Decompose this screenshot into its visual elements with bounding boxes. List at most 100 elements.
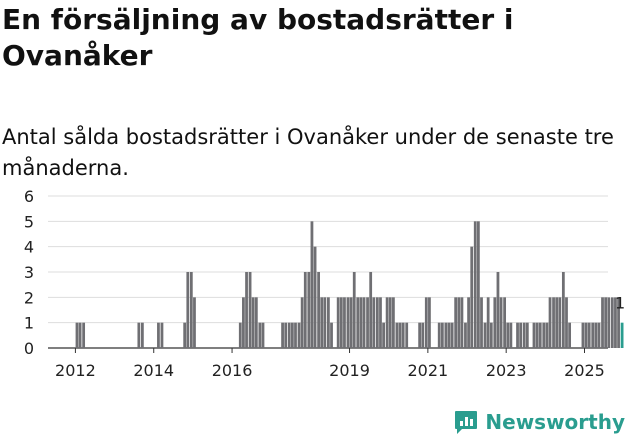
bar bbox=[591, 322, 595, 348]
bar bbox=[444, 322, 448, 348]
bar bbox=[483, 322, 487, 348]
highlight-bar bbox=[620, 322, 624, 348]
bar bbox=[568, 322, 572, 348]
bar bbox=[519, 322, 523, 348]
bar bbox=[561, 272, 565, 348]
bar bbox=[327, 297, 330, 348]
bar bbox=[290, 322, 294, 348]
bar bbox=[258, 322, 262, 348]
y-tick-label: 5 bbox=[24, 212, 34, 231]
bar bbox=[254, 297, 258, 348]
bar bbox=[499, 297, 503, 348]
bar bbox=[323, 297, 327, 348]
bar bbox=[418, 322, 422, 348]
bar bbox=[493, 297, 497, 348]
bar bbox=[522, 322, 526, 348]
bar bbox=[75, 322, 79, 348]
newsworthy-logo[interactable]: Newsworthy bbox=[453, 406, 625, 438]
bar bbox=[375, 297, 379, 348]
bar bbox=[160, 322, 164, 348]
x-tick-label: 2014 bbox=[133, 361, 174, 380]
bar bbox=[248, 272, 252, 348]
bar bbox=[356, 297, 360, 348]
bar bbox=[242, 297, 245, 348]
bar bbox=[552, 297, 555, 348]
bar bbox=[317, 272, 320, 348]
x-tick-label: 2019 bbox=[329, 361, 370, 380]
bar bbox=[437, 322, 441, 348]
bar bbox=[440, 322, 444, 348]
bar bbox=[548, 297, 552, 348]
bar bbox=[581, 322, 585, 348]
bar bbox=[294, 322, 297, 348]
bar bbox=[287, 322, 291, 348]
bar bbox=[307, 272, 311, 348]
bar bbox=[467, 297, 470, 348]
highlight-value-label: 1 bbox=[615, 294, 625, 313]
x-tick-label: 2023 bbox=[486, 361, 527, 380]
bar bbox=[388, 297, 392, 348]
bar bbox=[460, 297, 464, 348]
bar bbox=[284, 322, 288, 348]
bar bbox=[555, 297, 559, 348]
bar bbox=[565, 297, 568, 348]
bar bbox=[509, 322, 513, 348]
bar bbox=[607, 297, 611, 348]
bar bbox=[395, 322, 399, 348]
bar bbox=[542, 322, 546, 348]
bar bbox=[140, 322, 144, 348]
bar bbox=[516, 322, 519, 348]
bar bbox=[454, 297, 458, 348]
bar bbox=[450, 322, 454, 348]
bar bbox=[310, 221, 314, 348]
bar bbox=[343, 297, 346, 348]
y-tick-label: 0 bbox=[24, 339, 34, 358]
bar bbox=[382, 322, 385, 348]
bar bbox=[594, 322, 598, 348]
bar bbox=[281, 322, 284, 348]
bar bbox=[587, 322, 591, 348]
bar bbox=[330, 322, 333, 348]
bar bbox=[545, 322, 549, 348]
newsworthy-icon bbox=[455, 411, 478, 434]
bar bbox=[447, 322, 451, 348]
bar bbox=[303, 272, 307, 348]
x-tick-label: 2012 bbox=[55, 361, 96, 380]
bar bbox=[359, 297, 363, 348]
bar bbox=[610, 297, 614, 348]
bar bbox=[496, 272, 500, 348]
bar bbox=[398, 322, 402, 348]
y-tick-label: 4 bbox=[24, 238, 34, 257]
bar bbox=[183, 322, 187, 348]
bar bbox=[473, 221, 477, 348]
bar bbox=[601, 297, 604, 348]
bar bbox=[392, 297, 395, 348]
bar bbox=[506, 322, 510, 348]
bar bbox=[300, 297, 304, 348]
bar bbox=[476, 221, 480, 348]
bar bbox=[401, 322, 405, 348]
bar bbox=[297, 322, 301, 348]
bar bbox=[617, 297, 620, 348]
bar bbox=[186, 272, 190, 348]
bar bbox=[251, 297, 255, 348]
bar bbox=[193, 297, 196, 348]
bar bbox=[349, 297, 353, 348]
bar bbox=[385, 297, 389, 348]
y-tick-label: 2 bbox=[24, 288, 34, 307]
chart-title: En försäljning av bostadsrätter i Ovanåk… bbox=[2, 3, 514, 72]
bar bbox=[78, 322, 82, 348]
bar bbox=[320, 297, 324, 348]
y-tick-label: 6 bbox=[24, 187, 34, 206]
bar bbox=[137, 322, 141, 348]
y-tick-label: 3 bbox=[24, 263, 34, 282]
bar bbox=[261, 322, 265, 348]
bar bbox=[336, 297, 340, 348]
bar-chart: 0 1 2 3 4 5 6 1 2012 2014 2016 2019 2021 2023 2025 bbox=[24, 187, 625, 380]
bar bbox=[535, 322, 539, 348]
bar bbox=[366, 297, 369, 348]
bar bbox=[424, 297, 428, 348]
bar bbox=[597, 322, 601, 348]
bar bbox=[584, 322, 588, 348]
bar bbox=[379, 297, 382, 348]
